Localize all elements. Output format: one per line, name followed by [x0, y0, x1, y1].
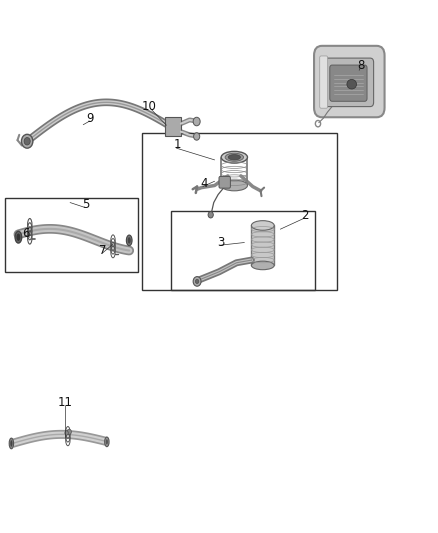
Polygon shape — [251, 225, 274, 265]
Text: 3: 3 — [218, 236, 225, 249]
FancyBboxPatch shape — [324, 58, 374, 107]
Text: 10: 10 — [141, 100, 156, 113]
Ellipse shape — [9, 438, 14, 449]
Circle shape — [195, 279, 199, 284]
Ellipse shape — [10, 440, 12, 447]
Ellipse shape — [225, 154, 244, 161]
FancyBboxPatch shape — [219, 176, 230, 188]
Ellipse shape — [347, 79, 357, 89]
Circle shape — [65, 431, 68, 435]
Text: 4: 4 — [200, 177, 208, 190]
Bar — [142, 133, 337, 290]
Circle shape — [194, 133, 200, 140]
Text: 7: 7 — [99, 244, 107, 257]
Text: 11: 11 — [57, 396, 72, 409]
Ellipse shape — [106, 439, 108, 445]
Ellipse shape — [221, 151, 247, 163]
Circle shape — [208, 212, 213, 218]
FancyBboxPatch shape — [330, 65, 367, 101]
Ellipse shape — [251, 261, 274, 270]
Circle shape — [21, 134, 33, 148]
FancyBboxPatch shape — [320, 56, 328, 108]
FancyBboxPatch shape — [314, 46, 385, 117]
Text: 8: 8 — [357, 59, 364, 71]
Text: 9: 9 — [86, 112, 94, 125]
Ellipse shape — [127, 237, 131, 244]
Bar — [171, 211, 315, 290]
Circle shape — [67, 429, 71, 434]
Ellipse shape — [251, 221, 274, 230]
Ellipse shape — [228, 155, 240, 160]
Ellipse shape — [15, 231, 22, 243]
Bar — [165, 117, 181, 136]
Text: 1: 1 — [173, 139, 181, 151]
Text: 2: 2 — [300, 209, 308, 222]
Circle shape — [193, 117, 200, 126]
Ellipse shape — [105, 437, 109, 447]
Circle shape — [193, 277, 201, 286]
Ellipse shape — [221, 180, 247, 191]
Bar — [5, 198, 138, 272]
Text: 5: 5 — [82, 198, 89, 211]
Text: 6: 6 — [21, 227, 29, 240]
Ellipse shape — [126, 235, 132, 246]
Circle shape — [24, 138, 30, 145]
Ellipse shape — [17, 233, 20, 241]
